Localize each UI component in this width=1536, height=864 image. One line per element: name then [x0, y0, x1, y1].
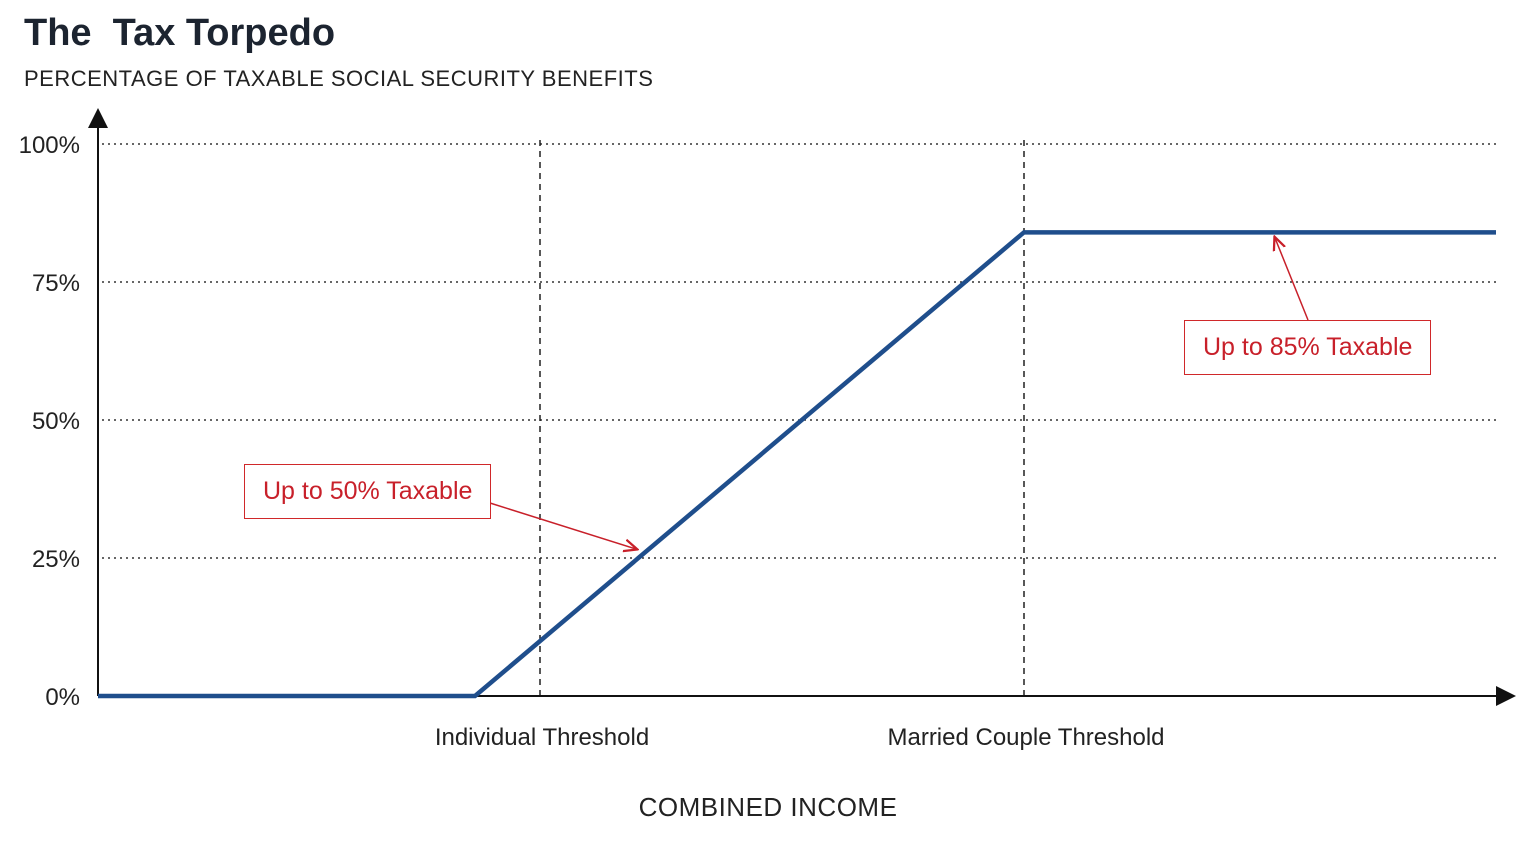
chart-title: The Tax Torpedo	[24, 12, 336, 54]
series-line	[98, 230, 1496, 699]
chart-subtitle: PERCENTAGE OF TAXABLE SOCIAL SECURITY BE…	[24, 66, 654, 91]
x-category-label: Married Couple Threshold	[887, 724, 1164, 751]
annotation-50-arrow	[489, 502, 636, 549]
y-tick-label: 25%	[32, 546, 80, 573]
y-tick-label: 0%	[45, 684, 80, 711]
x-category-label: Individual Threshold	[435, 724, 649, 751]
annotation-arrows	[489, 238, 1309, 549]
threshold-lines	[539, 140, 1025, 696]
y-tick-label: 75%	[32, 270, 80, 297]
y-tick-label: 50%	[32, 408, 80, 435]
series	[98, 230, 1496, 699]
axes	[88, 108, 1516, 706]
x-category-labels: Individual Threshold Married Couple Thres…	[435, 724, 1165, 751]
annotation-85-box: Up to 85% Taxable	[1184, 320, 1432, 375]
annotation-85-arrow	[1275, 238, 1309, 321]
y-tick-label: 100%	[19, 132, 80, 159]
annotation-50-box: Up to 50% Taxable	[244, 464, 492, 519]
x-axis-title: COMBINED INCOME	[638, 792, 898, 822]
y-tick-labels: 0% 25% 50% 75% 100%	[19, 132, 80, 711]
